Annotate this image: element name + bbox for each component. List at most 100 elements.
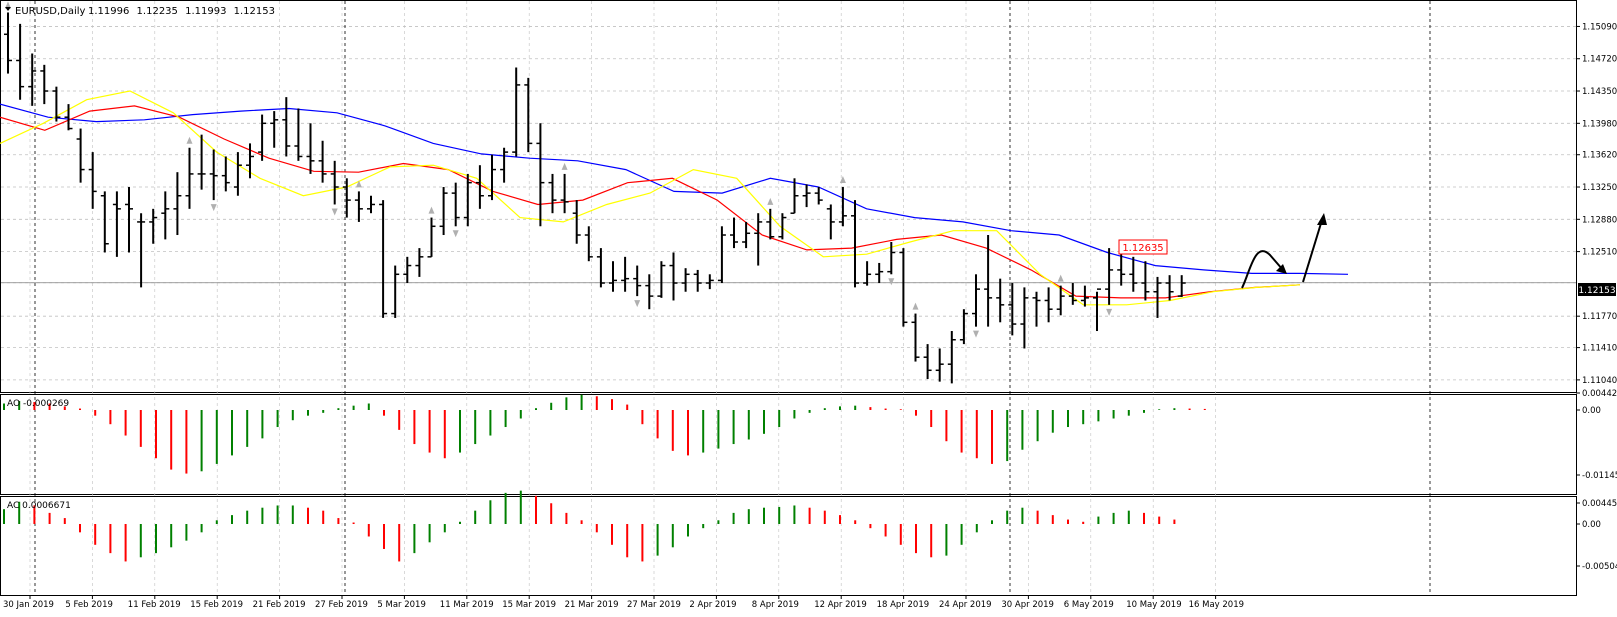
ohlc-bar	[645, 274, 654, 310]
forecast-curve-arrowhead-icon	[1276, 264, 1287, 274]
fractal-up-icon	[5, 1, 11, 9]
time-tick-label: 15 Mar 2019	[502, 600, 556, 610]
ohlc-bar	[863, 261, 872, 286]
ohlc-bar	[1008, 283, 1017, 336]
fractal-up-icon	[561, 162, 568, 170]
forecast-up-arrow[interactable]	[1302, 219, 1323, 283]
ohlc-bar	[488, 154, 496, 201]
ohlc-bar	[1044, 287, 1053, 323]
ohlc-bar	[669, 252, 678, 301]
ohlc-bar	[1177, 275, 1186, 297]
forecast-curve-arrow[interactable]	[1241, 250, 1284, 289]
ohlc-readout: 1.11996 1.12235 1.11993 1.12153	[88, 6, 275, 17]
time-tick-label: 24 Apr 2019	[939, 600, 992, 610]
ohlc-bar	[911, 313, 920, 362]
ohlc-bar	[4, 12, 12, 74]
ohlc-bar	[318, 140, 327, 183]
ohlc-bar	[1129, 256, 1138, 292]
ohlc-bar	[851, 200, 859, 288]
ohlc-bar	[379, 200, 388, 318]
ohlc-bar	[475, 165, 484, 209]
ac-tick-label: -0.005047	[1582, 562, 1617, 572]
ohlc-bar	[439, 187, 448, 236]
time-tick-label: 12 Apr 2019	[814, 600, 867, 610]
main-panel-frame	[0, 0, 1577, 393]
price-axis[interactable]: 1.15090 1.14720 1.14350 1.13980 1.13620 1.132…	[1576, 22, 1617, 572]
time-tick-label: 5 Feb 2019	[65, 600, 113, 610]
ohlc-bar	[270, 111, 279, 148]
price-tick-label: 1.14720	[1582, 55, 1617, 65]
ohlc-bar	[1032, 291, 1041, 327]
ohlc-bar	[100, 191, 109, 253]
ohlc-high: 1.12235	[137, 6, 178, 17]
time-tick-label: 2 Apr 2019	[689, 600, 736, 610]
price-tick-label: 1.11040	[1582, 376, 1617, 386]
ohlc-bar	[512, 67, 521, 157]
price-tick-label: 1.13250	[1582, 183, 1617, 193]
dropdown-triangle-icon[interactable]	[5, 7, 11, 11]
ohlc-bar	[560, 173, 569, 214]
fractal-up-icon	[428, 206, 435, 214]
current-price-tag	[1578, 283, 1616, 296]
ohlc-bar	[221, 156, 230, 192]
ohlc-bar	[197, 134, 206, 190]
ohlc-bar	[1141, 261, 1150, 301]
ohlc-bar	[28, 53, 37, 106]
ohlc-bar	[705, 274, 714, 290]
ohlc-bar	[306, 123, 315, 174]
ohlc-bar	[548, 173, 557, 214]
price-note-label: 1.12635	[1122, 243, 1163, 254]
price-tick-label: 1.14350	[1582, 87, 1617, 97]
ohlc-bar	[778, 213, 787, 240]
ohlc-bar	[88, 152, 97, 209]
ohlc-bar	[935, 348, 944, 382]
price-tick-label: 1.11410	[1582, 344, 1617, 354]
ohlc-bar	[802, 184, 811, 208]
price-tick-label: 1.11770	[1582, 312, 1617, 322]
ohlc-bar	[899, 248, 908, 327]
ac-tick-label: 0.0044529	[1582, 499, 1617, 509]
ohlc-bar	[923, 344, 932, 380]
ohlc-bar	[173, 172, 182, 236]
ao-tick-label: 0.004425	[1582, 389, 1617, 399]
time-axis[interactable]: 30 Jan 2019 5 Feb 2019 11 Feb 2019 15 Feb 2…	[3, 595, 1244, 610]
fractal-up-icon	[912, 302, 919, 310]
ohlc-bar	[536, 123, 545, 227]
ohlc-bar	[1056, 285, 1065, 316]
ohlc-bar	[633, 265, 642, 297]
ohlc-bar	[76, 128, 85, 183]
time-tick-label: 30 Jan 2019	[3, 600, 54, 610]
ohlc-bar	[463, 173, 472, 227]
ohlc-bar	[64, 104, 73, 131]
ohlc-bar	[984, 235, 993, 327]
ma-line-red	[0, 105, 1301, 299]
ohlc-bar	[875, 262, 884, 284]
time-tick-label: 16 May 2019	[1189, 600, 1244, 610]
ohlc-low: 1.11993	[185, 6, 226, 17]
ac-histogram	[3, 490, 1176, 562]
ohlc-bar	[258, 114, 267, 161]
fractal-down-icon	[888, 278, 895, 286]
fractal-down-icon	[1106, 308, 1113, 316]
time-tick-label: 21 Feb 2019	[253, 600, 306, 610]
ao-tick-label: 0.00	[1582, 406, 1601, 416]
ohlc-open: 1.11996	[88, 6, 129, 17]
ohlc-bar	[149, 208, 158, 244]
ohlc-bar	[1165, 275, 1174, 301]
ohlc-bar	[282, 97, 291, 157]
ohlc-bar	[572, 200, 581, 244]
ohlc-bar	[1105, 248, 1114, 305]
ohlc-bar	[609, 261, 617, 292]
time-tick-label: 15 Feb 2019	[190, 600, 243, 610]
ma-line-blue	[0, 103, 1349, 275]
ohlc-bar	[246, 143, 254, 179]
price-note-box[interactable]	[1118, 239, 1168, 255]
ohlc-bar	[584, 226, 593, 262]
grid	[1, 1, 1576, 595]
moving-averages	[0, 90, 1349, 306]
ohlc-bar	[16, 23, 25, 100]
ac-title: AC 0.0006671	[7, 501, 71, 511]
time-tick-label: 6 May 2019	[1064, 600, 1114, 610]
